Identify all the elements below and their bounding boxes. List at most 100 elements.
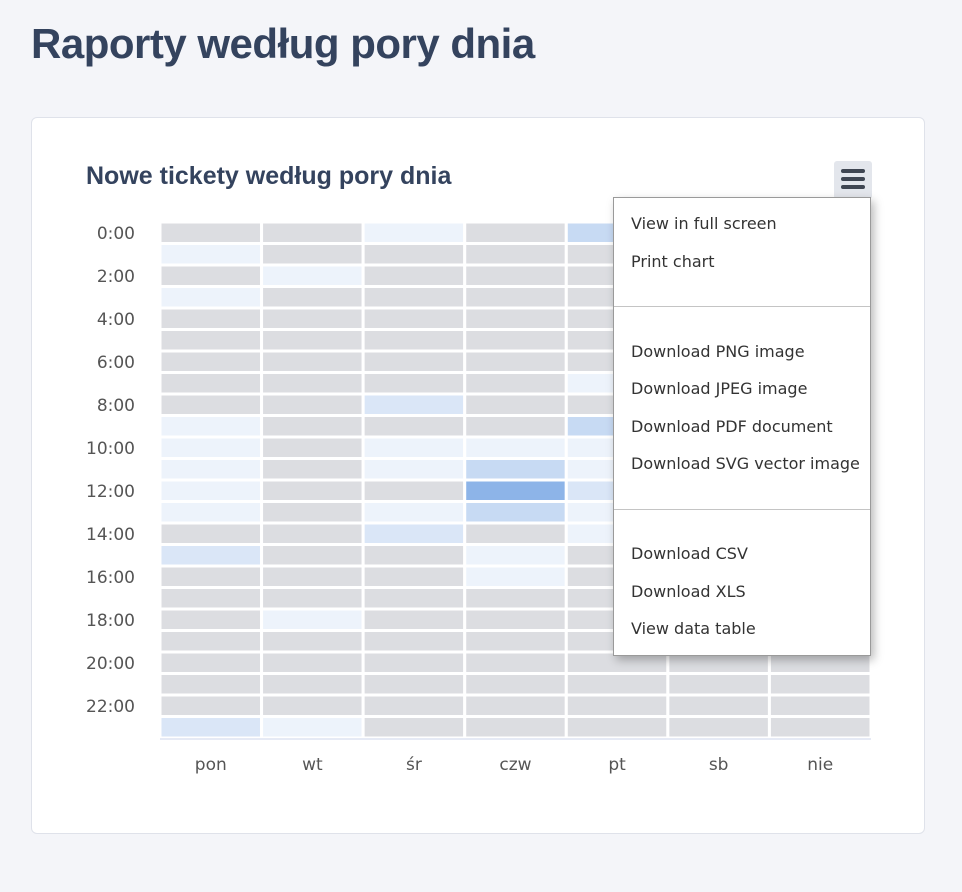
heatmap-cell[interactable] xyxy=(361,306,467,331)
heatmap-cell[interactable] xyxy=(463,414,568,439)
heatmap-cell[interactable] xyxy=(361,543,467,568)
heatmap-cell[interactable] xyxy=(260,392,365,417)
menu-item-view-data-table[interactable]: View data table xyxy=(631,619,756,638)
menu-item-download-csv[interactable]: Download CSV xyxy=(631,544,748,563)
heatmap-cell[interactable] xyxy=(361,629,467,654)
heatmap-cell[interactable] xyxy=(361,521,467,546)
heatmap-cell[interactable] xyxy=(260,500,365,525)
heatmap-cell[interactable] xyxy=(361,693,467,718)
heatmap-cell[interactable] xyxy=(361,242,467,267)
heatmap-cell[interactable] xyxy=(158,263,264,288)
heatmap-cell[interactable] xyxy=(260,285,365,310)
heatmap-cell[interactable] xyxy=(158,500,264,525)
heatmap-cell[interactable] xyxy=(260,435,365,460)
heatmap-cell[interactable] xyxy=(463,607,568,632)
heatmap-cell[interactable] xyxy=(260,328,365,353)
heatmap-cell[interactable] xyxy=(260,371,365,396)
heatmap-cell[interactable] xyxy=(463,650,568,675)
heatmap-cell[interactable] xyxy=(361,392,467,417)
heatmap-cell[interactable] xyxy=(158,693,264,718)
heatmap-cell[interactable] xyxy=(158,543,264,568)
heatmap-cell[interactable] xyxy=(361,263,467,288)
heatmap-cell[interactable] xyxy=(361,607,467,632)
heatmap-cell[interactable] xyxy=(361,564,467,589)
heatmap-cell[interactable] xyxy=(260,715,365,740)
heatmap-cell[interactable] xyxy=(260,263,365,288)
heatmap-cell[interactable] xyxy=(463,306,568,331)
heatmap-cell[interactable] xyxy=(361,715,467,740)
heatmap-cell[interactable] xyxy=(260,457,365,482)
heatmap-cell[interactable] xyxy=(463,478,568,503)
heatmap-cell[interactable] xyxy=(158,392,264,417)
heatmap-cell[interactable] xyxy=(260,586,365,611)
heatmap-cell[interactable] xyxy=(260,672,365,697)
heatmap-cell[interactable] xyxy=(361,650,467,675)
heatmap-cell[interactable] xyxy=(463,435,568,460)
heatmap-cell[interactable] xyxy=(158,285,264,310)
heatmap-cell[interactable] xyxy=(463,586,568,611)
heatmap-cell[interactable] xyxy=(361,414,467,439)
menu-item-print-chart[interactable]: Print chart xyxy=(631,252,715,271)
heatmap-cell[interactable] xyxy=(260,414,365,439)
heatmap-cell[interactable] xyxy=(158,607,264,632)
menu-item-view-full-screen[interactable]: View in full screen xyxy=(631,214,777,233)
heatmap-cell[interactable] xyxy=(158,564,264,589)
heatmap-cell[interactable] xyxy=(260,693,365,718)
heatmap-cell[interactable] xyxy=(767,693,873,718)
heatmap-cell[interactable] xyxy=(564,693,670,718)
menu-item-download-jpeg[interactable]: Download JPEG image xyxy=(631,379,808,398)
heatmap-cell[interactable] xyxy=(666,672,771,697)
heatmap-cell[interactable] xyxy=(361,349,467,374)
heatmap-cell[interactable] xyxy=(260,220,365,245)
heatmap-cell[interactable] xyxy=(260,564,365,589)
heatmap-cell[interactable] xyxy=(260,306,365,331)
menu-item-download-pdf[interactable]: Download PDF document xyxy=(631,417,833,436)
heatmap-cell[interactable] xyxy=(361,457,467,482)
heatmap-cell[interactable] xyxy=(158,414,264,439)
heatmap-cell[interactable] xyxy=(361,328,467,353)
heatmap-cell[interactable] xyxy=(666,715,771,740)
heatmap-cell[interactable] xyxy=(361,586,467,611)
heatmap-cell[interactable] xyxy=(158,349,264,374)
heatmap-cell[interactable] xyxy=(463,328,568,353)
heatmap-cell[interactable] xyxy=(158,220,264,245)
heatmap-cell[interactable] xyxy=(463,629,568,654)
hamburger-menu-icon[interactable] xyxy=(834,161,872,199)
heatmap-cell[interactable] xyxy=(463,500,568,525)
heatmap-cell[interactable] xyxy=(260,629,365,654)
heatmap-cell[interactable] xyxy=(158,521,264,546)
heatmap-cell[interactable] xyxy=(260,650,365,675)
heatmap-cell[interactable] xyxy=(666,693,771,718)
heatmap-cell[interactable] xyxy=(260,349,365,374)
heatmap-cell[interactable] xyxy=(260,478,365,503)
heatmap-cell[interactable] xyxy=(158,478,264,503)
heatmap-cell[interactable] xyxy=(158,306,264,331)
heatmap-cell[interactable] xyxy=(463,693,568,718)
menu-item-download-svg[interactable]: Download SVG vector image xyxy=(631,454,860,473)
heatmap-cell[interactable] xyxy=(361,220,467,245)
heatmap-cell[interactable] xyxy=(463,285,568,310)
heatmap-cell[interactable] xyxy=(463,371,568,396)
heatmap-cell[interactable] xyxy=(260,607,365,632)
heatmap-cell[interactable] xyxy=(463,263,568,288)
heatmap-cell[interactable] xyxy=(260,242,365,267)
heatmap-cell[interactable] xyxy=(361,672,467,697)
heatmap-cell[interactable] xyxy=(361,500,467,525)
heatmap-cell[interactable] xyxy=(463,242,568,267)
heatmap-cell[interactable] xyxy=(260,521,365,546)
heatmap-cell[interactable] xyxy=(463,457,568,482)
heatmap-cell[interactable] xyxy=(158,328,264,353)
heatmap-cell[interactable] xyxy=(158,435,264,460)
heatmap-cell[interactable] xyxy=(361,371,467,396)
heatmap-cell[interactable] xyxy=(463,672,568,697)
heatmap-cell[interactable] xyxy=(463,392,568,417)
heatmap-cell[interactable] xyxy=(463,521,568,546)
heatmap-cell[interactable] xyxy=(767,672,873,697)
heatmap-cell[interactable] xyxy=(158,715,264,740)
heatmap-cell[interactable] xyxy=(463,564,568,589)
heatmap-cell[interactable] xyxy=(158,650,264,675)
heatmap-cell[interactable] xyxy=(463,543,568,568)
heatmap-cell[interactable] xyxy=(463,715,568,740)
heatmap-cell[interactable] xyxy=(158,629,264,654)
heatmap-cell[interactable] xyxy=(463,349,568,374)
